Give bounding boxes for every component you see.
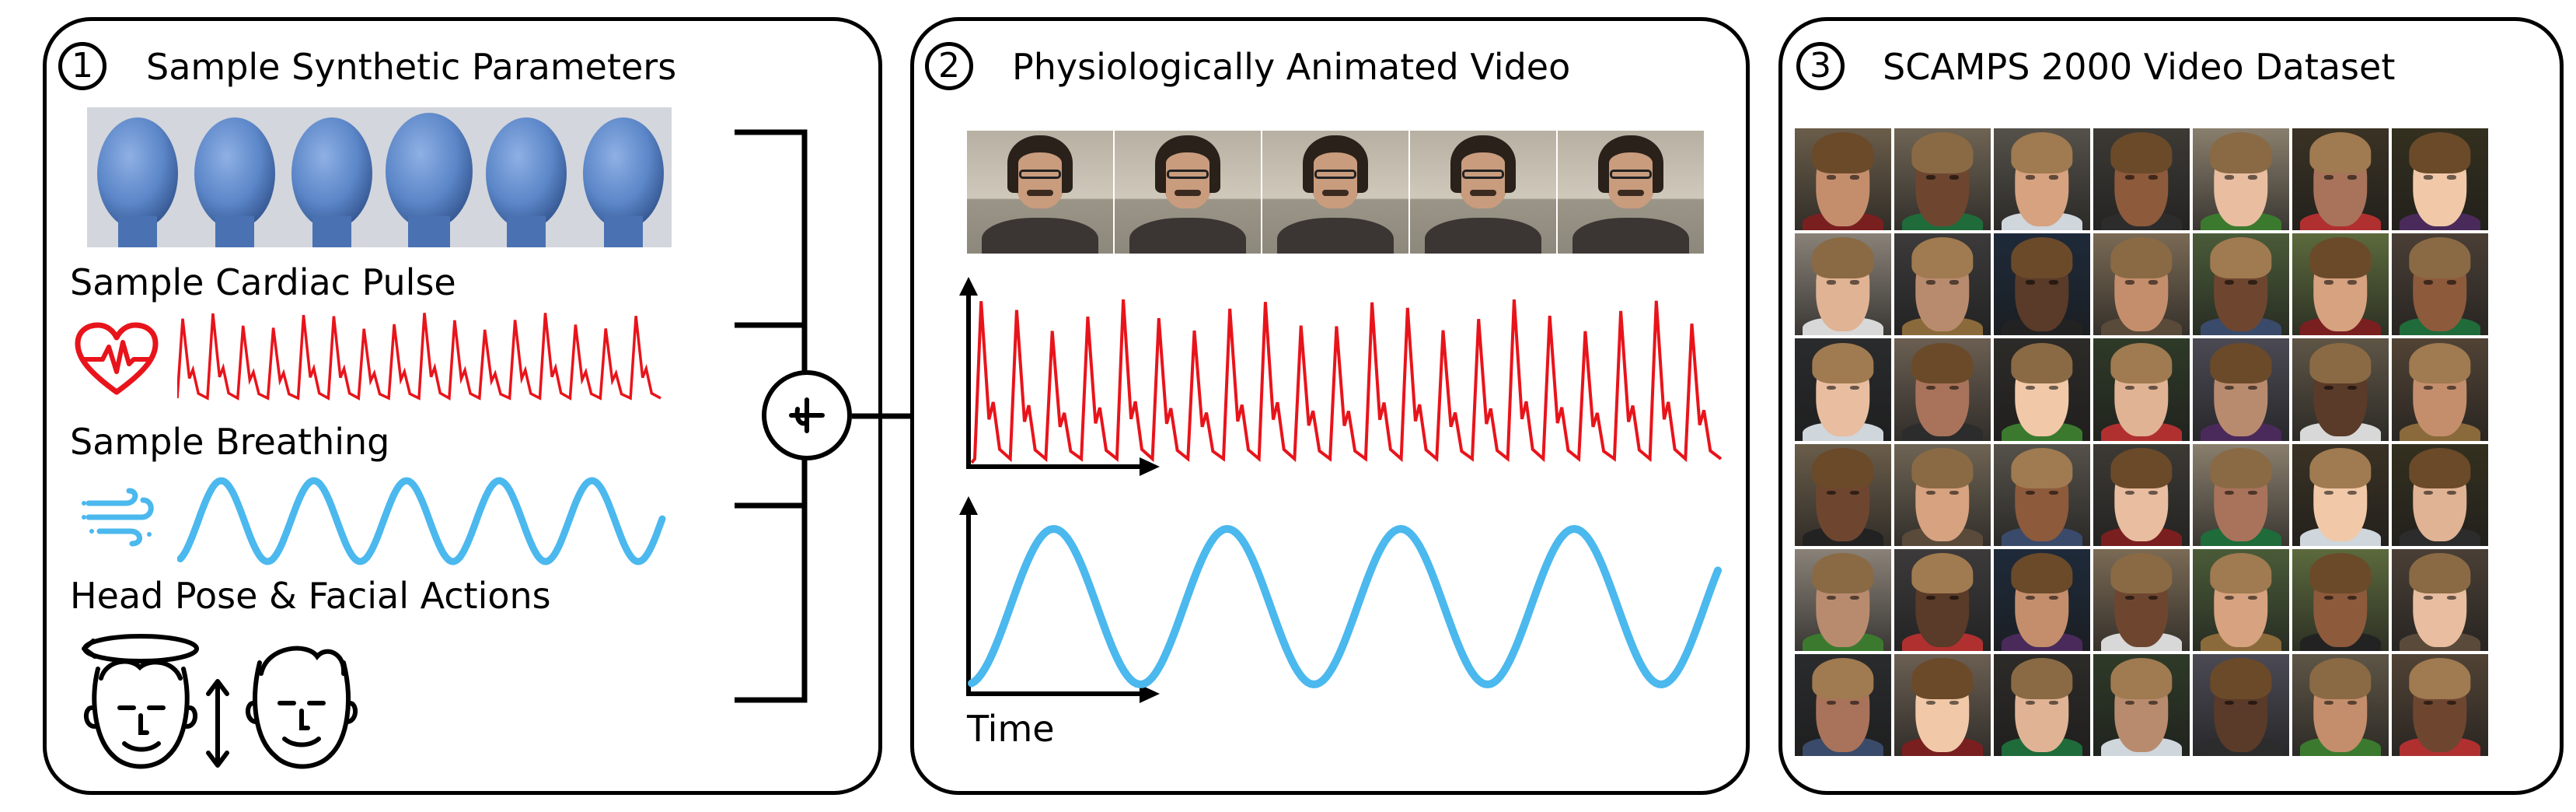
time-axis-label: Time <box>967 708 1055 750</box>
dataset-face-thumbnail <box>2292 548 2389 651</box>
mesh-head-2 <box>194 117 275 247</box>
dataset-face-thumbnail <box>1994 443 2090 546</box>
dataset-face-thumbnail <box>2392 653 2488 756</box>
cardiac-pulse-waveform <box>177 313 661 401</box>
dataset-face-grid <box>1795 128 2488 756</box>
dataset-face-thumbnail <box>1894 128 1991 231</box>
mesh-heads-strip <box>87 107 672 247</box>
breathing-signal-line <box>968 524 1722 689</box>
mesh-head-5 <box>486 117 567 247</box>
dataset-face-thumbnail <box>1894 548 1991 651</box>
breathing-signal-chart <box>959 496 1722 703</box>
mesh-head-4 <box>386 113 473 247</box>
mesh-head-3 <box>291 117 372 247</box>
label-cardiac-pulse: Sample Cardiac Pulse <box>70 261 456 303</box>
dataset-face-thumbnail <box>2093 338 2190 441</box>
dataset-face-thumbnail <box>2193 128 2289 231</box>
video-frame <box>1262 131 1408 254</box>
dataset-face-thumbnail <box>1894 443 1991 546</box>
dataset-face-thumbnail <box>1795 233 1891 336</box>
video-frames-strip <box>967 131 1705 254</box>
dataset-face-thumbnail <box>1994 338 2090 441</box>
pulse-y-axis-arrow <box>959 277 978 296</box>
dataset-face-thumbnail <box>1994 128 2090 231</box>
mesh-head-6 <box>583 117 664 247</box>
dataset-face-thumbnail <box>2292 653 2389 756</box>
dataset-face-thumbnail <box>2093 443 2190 546</box>
panel-2-title: Physiologically Animated Video <box>1012 46 1571 88</box>
dataset-face-thumbnail <box>2193 443 2289 546</box>
dataset-face-thumbnail <box>2292 233 2389 336</box>
dataset-face-thumbnail <box>1994 233 2090 336</box>
dataset-face-thumbnail <box>1795 338 1891 441</box>
dataset-face-thumbnail <box>2392 548 2488 651</box>
dataset-face-thumbnail <box>1795 443 1891 546</box>
dataset-face-thumbnail <box>2193 338 2289 441</box>
pulse-x-axis-arrow <box>1140 457 1160 476</box>
video-frame <box>1410 131 1556 254</box>
label-head-pose: Head Pose & Facial Actions <box>70 575 551 617</box>
dataset-face-thumbnail <box>1795 653 1891 756</box>
head-pose-icon <box>82 634 358 769</box>
combine-icon <box>762 370 852 460</box>
label-breathing: Sample Breathing <box>70 421 390 463</box>
step-number-1: 1 <box>58 42 106 90</box>
breath-x-axis-arrow <box>1140 684 1160 703</box>
video-frame <box>1558 131 1704 254</box>
dataset-face-thumbnail <box>2193 653 2289 756</box>
dataset-face-thumbnail <box>2093 128 2190 231</box>
dataset-face-thumbnail <box>2193 548 2289 651</box>
breath-y-axis-arrow <box>959 496 978 515</box>
dataset-face-thumbnail <box>1894 653 1991 756</box>
dataset-face-thumbnail <box>1994 548 2090 651</box>
step-number-2: 2 <box>925 42 973 90</box>
mesh-head-1 <box>97 117 178 247</box>
video-frame <box>1115 131 1261 254</box>
pulse-signal-line <box>970 299 1723 464</box>
dataset-face-thumbnail <box>2193 233 2289 336</box>
dataset-face-thumbnail <box>1795 128 1891 231</box>
dataset-face-thumbnail <box>1795 548 1891 651</box>
dataset-face-thumbnail <box>1894 233 1991 336</box>
dataset-face-thumbnail <box>1994 653 2090 756</box>
dataset-face-thumbnail <box>2093 653 2190 756</box>
dataset-face-thumbnail <box>2392 233 2488 336</box>
dataset-face-thumbnail <box>2093 233 2190 336</box>
pulse-signal-chart <box>959 277 1723 476</box>
heart-pulse-icon <box>75 322 159 395</box>
panel-1-title: Sample Synthetic Parameters <box>146 46 677 88</box>
dataset-face-thumbnail <box>2292 443 2389 546</box>
breathing-waveform <box>177 477 666 565</box>
dataset-face-thumbnail <box>1894 338 1991 441</box>
step-number-3: 3 <box>1796 42 1845 90</box>
dataset-face-thumbnail <box>2292 128 2389 231</box>
dataset-face-thumbnail <box>2292 338 2389 441</box>
dataset-face-thumbnail <box>2392 443 2488 546</box>
dataset-face-thumbnail <box>2093 548 2190 651</box>
video-frame <box>967 131 1113 254</box>
wind-icon <box>82 488 154 547</box>
dataset-face-thumbnail <box>2392 338 2488 441</box>
panel-3-title: SCAMPS 2000 Video Dataset <box>1883 46 2396 88</box>
dataset-face-thumbnail <box>2392 128 2488 231</box>
